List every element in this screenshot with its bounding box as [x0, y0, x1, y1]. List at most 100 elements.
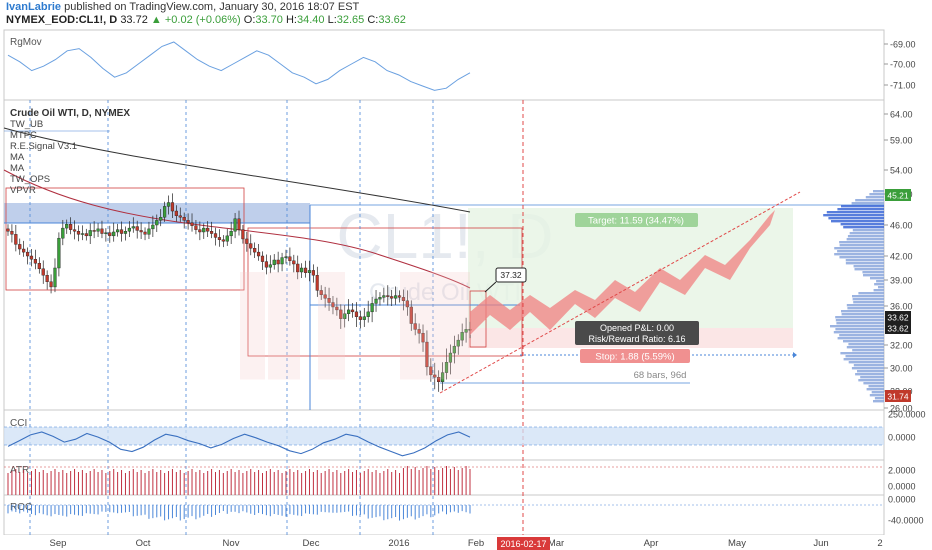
- vpvr-bar: [835, 316, 884, 319]
- candle-body: [409, 306, 413, 324]
- roc-label: ROC: [10, 502, 32, 513]
- time-tick-label: Apr: [644, 538, 659, 549]
- candle-body: [108, 232, 112, 237]
- indicator-label: R.E.Signal V3.1: [10, 141, 77, 152]
- cci-tick-label: 0.0000: [888, 433, 916, 443]
- vpvr-bar: [852, 298, 884, 301]
- candle-body: [65, 224, 69, 229]
- candle-body: [33, 259, 38, 264]
- highlight-block: [425, 272, 470, 380]
- candle-body: [378, 297, 382, 300]
- vpvr-bar: [843, 340, 884, 343]
- time-tick-label: Sep: [50, 538, 67, 549]
- price-tick-label: 59.00: [890, 136, 913, 146]
- vpvr-bar: [845, 262, 884, 265]
- vpvr-bar: [874, 283, 884, 286]
- vpvr-bar: [874, 397, 884, 400]
- candle-body: [213, 233, 218, 238]
- axis-end-label: 2: [877, 538, 882, 549]
- candle-body: [155, 220, 159, 226]
- candle-body: [229, 230, 233, 237]
- cci-band: [4, 427, 884, 445]
- candle-body: [139, 230, 143, 233]
- vpvr-bar: [845, 259, 884, 262]
- candle-body: [198, 229, 202, 233]
- price-tag-label: 33.62: [887, 313, 909, 323]
- high-value: 34.40: [296, 14, 325, 26]
- vpvr-bar: [851, 367, 884, 370]
- candle-body: [18, 244, 22, 250]
- candle-body: [76, 230, 81, 235]
- candle-body: [440, 372, 445, 383]
- candle-body: [253, 248, 257, 253]
- candle-body: [339, 309, 343, 319]
- candle-body: [394, 295, 398, 299]
- candle-body: [362, 316, 366, 320]
- candle-body: [69, 224, 73, 230]
- vpvr-bar: [853, 364, 884, 367]
- time-tick-label: Nov: [223, 538, 240, 549]
- vpvr-bar: [841, 310, 884, 313]
- price-tick-label: 36.00: [890, 302, 913, 312]
- price-tag-label: 33.62: [887, 324, 909, 334]
- candle-body: [182, 217, 186, 221]
- low-value: 32.65: [336, 14, 365, 26]
- vpvr-bar: [841, 205, 884, 208]
- candle-body: [100, 228, 104, 234]
- vpvr-bar: [863, 382, 884, 385]
- date-markers: [29, 100, 434, 535]
- vpvr-bar: [835, 319, 884, 322]
- candle-body: [178, 215, 182, 218]
- vpvr-bar: [873, 190, 884, 193]
- candle-body: [327, 298, 331, 303]
- author-link[interactable]: IvanLabrie: [6, 1, 62, 13]
- vpvr-bar: [828, 217, 884, 220]
- candle-body: [25, 251, 30, 257]
- vpvr-bar: [839, 334, 884, 337]
- candle-body: [280, 257, 284, 265]
- time-axis[interactable]: Sep Oct Nov Dec 2016 Feb Mar Apr May Jun 2016-02-1…: [50, 537, 883, 550]
- vpvr-bar: [837, 337, 884, 340]
- last-price: 33.72: [120, 14, 148, 26]
- candle-body: [53, 267, 57, 288]
- price-axis[interactable]: -69.00-70.00-71.0064.0059.0054.0050.0046…: [884, 40, 926, 526]
- candle-body: [335, 306, 339, 311]
- candle-body: [221, 239, 225, 242]
- candle-body: [80, 233, 84, 235]
- candle-body: [296, 263, 300, 273]
- vpvr-bar: [846, 346, 884, 349]
- close-value: 33.62: [378, 14, 406, 26]
- candle-body: [245, 238, 249, 244]
- vpvr-bar: [852, 349, 884, 352]
- candle-body: [315, 275, 319, 291]
- trend-dashed-line: [439, 191, 801, 394]
- candle-body: [163, 206, 167, 218]
- candle-body: [452, 345, 456, 354]
- candle-body: [6, 228, 10, 232]
- price-tick-label: 26.00: [890, 404, 913, 414]
- candle-body: [151, 224, 155, 230]
- candle-body: [237, 218, 241, 230]
- vpvr-bar: [839, 244, 884, 247]
- candle-body: [437, 377, 441, 383]
- symbol-line: NYMEX_EOD:CL1!, D 33.72 ▲ +0.02 (+0.06%)…: [6, 14, 406, 26]
- cci-tick-label: 250.0000: [888, 410, 926, 420]
- candle-body: [194, 225, 198, 230]
- vpvr-bar: [836, 322, 884, 325]
- candle-body: [159, 217, 163, 221]
- vpvr-bar: [846, 238, 884, 241]
- vpvr-bar: [845, 355, 884, 358]
- vpvr-bar: [834, 247, 884, 250]
- indicator-label: MA: [10, 163, 25, 174]
- candle-body: [10, 230, 14, 235]
- up-arrow-icon: ▲: [150, 14, 162, 26]
- candle-body: [401, 297, 406, 302]
- vpvr-bar: [858, 379, 884, 382]
- candle-body: [382, 295, 386, 298]
- vpvr-bar: [873, 400, 884, 403]
- vpvr-bar: [843, 358, 884, 361]
- vpvr-bar: [853, 265, 884, 268]
- time-tick-label: Feb: [468, 538, 484, 549]
- candle-body: [14, 234, 18, 245]
